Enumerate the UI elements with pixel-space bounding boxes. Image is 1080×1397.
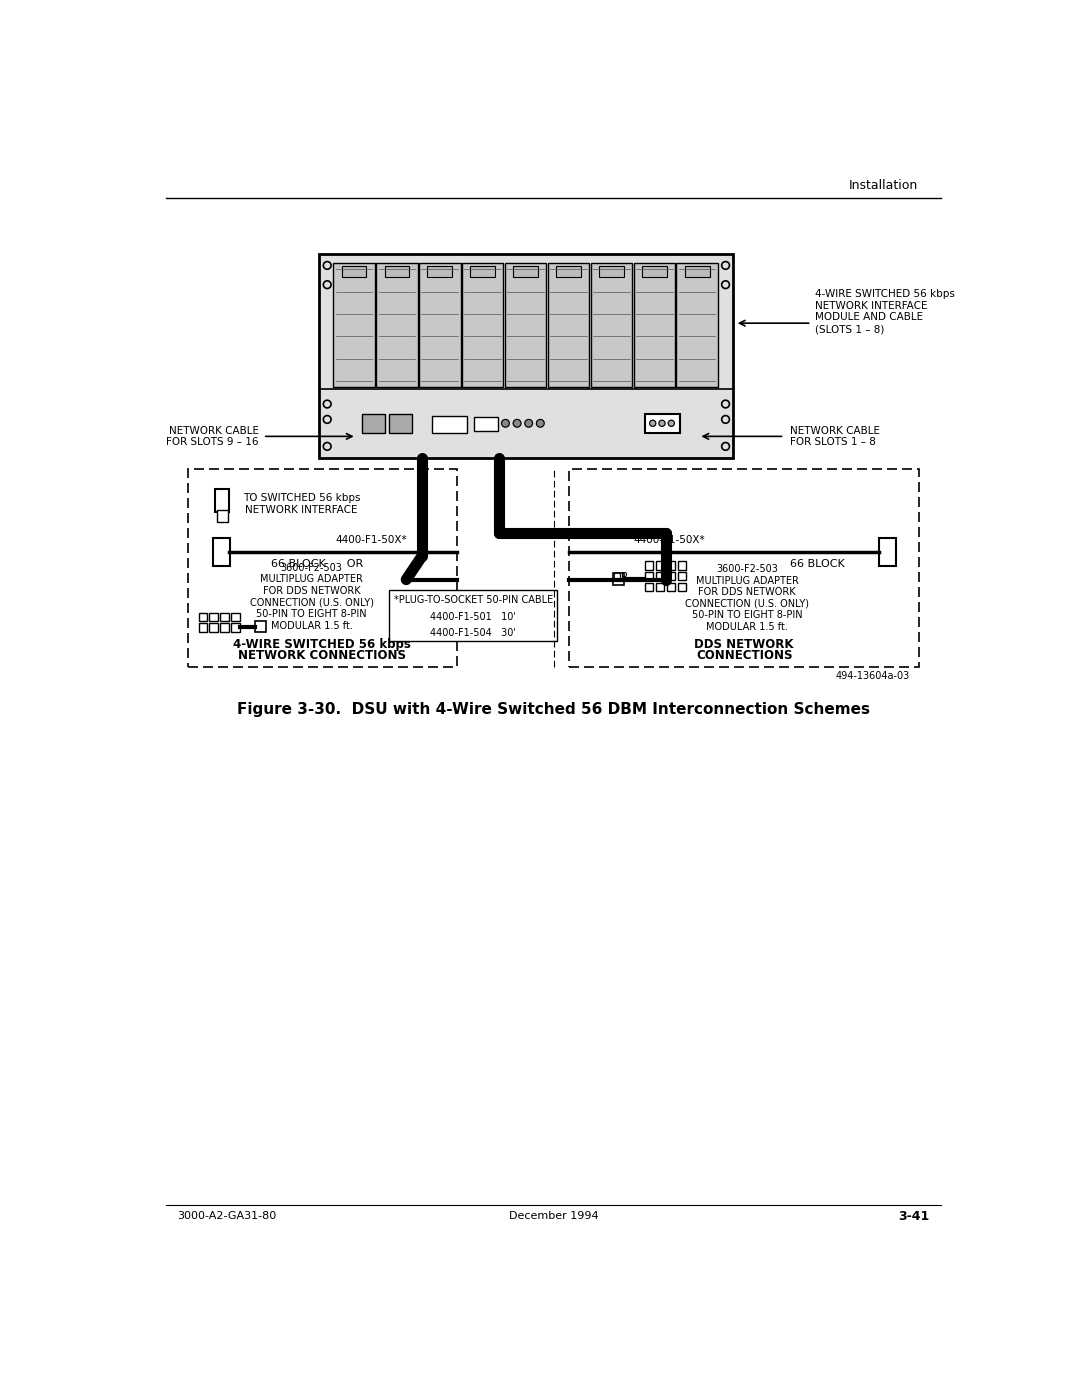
Bar — [362, 414, 386, 433]
Text: 4-WIRE SWITCHED 56 kbps
NETWORK INTERFACE
MODULE AND CABLE
(SLOTS 1 – 8): 4-WIRE SWITCHED 56 kbps NETWORK INTERFAC… — [815, 289, 956, 334]
Text: 4400-F1-50X*: 4400-F1-50X* — [634, 535, 705, 545]
Bar — [419, 263, 460, 387]
Bar — [677, 562, 686, 570]
Bar — [389, 414, 413, 433]
Bar — [341, 267, 366, 277]
Circle shape — [537, 419, 544, 427]
Text: 4400-F1-50X*: 4400-F1-50X* — [336, 535, 407, 545]
Bar — [591, 263, 632, 387]
Circle shape — [659, 420, 665, 426]
Circle shape — [525, 419, 532, 427]
Bar — [220, 613, 229, 622]
Text: 4-WIRE SWITCHED 56 kbps: 4-WIRE SWITCHED 56 kbps — [233, 638, 411, 651]
Bar — [199, 613, 207, 622]
Text: 3600-F2-503
MULTIPLUG ADAPTER
FOR DDS NETWORK
CONNECTION (U.S. ONLY)
50-PIN TO E: 3600-F2-503 MULTIPLUG ADAPTER FOR DDS NE… — [249, 563, 374, 630]
Bar — [645, 562, 653, 570]
Bar — [666, 571, 675, 580]
Text: NETWORK CONNECTIONS: NETWORK CONNECTIONS — [239, 648, 406, 662]
Bar — [462, 263, 503, 387]
Bar — [569, 469, 919, 668]
Bar — [199, 623, 207, 631]
Bar — [634, 263, 675, 387]
Bar — [255, 620, 266, 633]
Bar — [677, 571, 686, 580]
Bar — [656, 571, 664, 580]
Bar — [231, 623, 240, 631]
Circle shape — [669, 420, 674, 426]
Bar — [613, 573, 624, 585]
Bar — [513, 267, 538, 277]
Text: 66 BLOCK      OR: 66 BLOCK OR — [271, 559, 363, 569]
Circle shape — [501, 419, 510, 427]
Text: 4400-F1-504   30': 4400-F1-504 30' — [430, 629, 516, 638]
Bar — [389, 591, 557, 641]
Bar — [231, 613, 240, 622]
Text: CONNECTIONS: CONNECTIONS — [696, 648, 793, 662]
Text: 494-13604a-03: 494-13604a-03 — [836, 671, 910, 680]
Bar — [642, 267, 666, 277]
Text: 3600-F2-503
MULTIPLUG ADAPTER
FOR DDS NETWORK
CONNECTION (U.S. ONLY)
50-PIN TO E: 3600-F2-503 MULTIPLUG ADAPTER FOR DDS NE… — [685, 564, 809, 631]
Circle shape — [649, 420, 656, 426]
Text: 3-41: 3-41 — [899, 1210, 930, 1222]
Bar — [210, 623, 218, 631]
Bar — [548, 263, 590, 387]
Bar — [666, 583, 675, 591]
Bar — [645, 414, 679, 433]
Bar — [376, 263, 418, 387]
Text: December 1994: December 1994 — [509, 1211, 598, 1221]
Text: DDS NETWORK: DDS NETWORK — [694, 638, 794, 651]
Text: *PLUG-TO-SOCKET 50-PIN CABLE: *PLUG-TO-SOCKET 50-PIN CABLE — [394, 595, 553, 605]
Bar — [334, 263, 375, 387]
Bar — [470, 267, 495, 277]
Bar — [220, 623, 229, 631]
Text: Figure 3-30.  DSU with 4-Wire Switched 56 DBM Interconnection Schemes: Figure 3-30. DSU with 4-Wire Switched 56… — [237, 703, 870, 717]
Bar — [599, 267, 624, 277]
Bar — [428, 267, 453, 277]
Bar — [685, 267, 710, 277]
Bar — [879, 538, 896, 566]
Text: 3000-A2-GA31-80: 3000-A2-GA31-80 — [177, 1211, 276, 1221]
Text: OR: OR — [612, 573, 629, 583]
Text: NETWORK CABLE
FOR SLOTS 9 – 16: NETWORK CABLE FOR SLOTS 9 – 16 — [166, 426, 259, 447]
Bar — [210, 613, 218, 622]
Bar — [213, 538, 230, 566]
Text: 4400-F1-501   10': 4400-F1-501 10' — [430, 612, 516, 622]
Bar — [677, 583, 686, 591]
Bar — [215, 489, 229, 511]
Bar — [666, 562, 675, 570]
Circle shape — [513, 419, 521, 427]
Bar — [676, 263, 718, 387]
Bar — [217, 510, 228, 522]
Bar — [188, 469, 457, 668]
Bar — [505, 263, 546, 387]
Bar — [645, 583, 653, 591]
Bar — [645, 571, 653, 580]
Bar — [474, 418, 498, 432]
Text: TO SWITCHED 56 kbps
NETWORK INTERFACE: TO SWITCHED 56 kbps NETWORK INTERFACE — [243, 493, 361, 515]
Bar — [384, 267, 409, 277]
Bar — [656, 562, 664, 570]
Text: 66 BLOCK: 66 BLOCK — [789, 559, 845, 569]
Bar — [320, 254, 733, 458]
Text: Installation: Installation — [849, 179, 918, 191]
Bar — [432, 415, 467, 433]
Text: NETWORK CABLE
FOR SLOTS 1 – 8: NETWORK CABLE FOR SLOTS 1 – 8 — [789, 426, 880, 447]
Bar — [656, 583, 664, 591]
Bar — [556, 267, 581, 277]
